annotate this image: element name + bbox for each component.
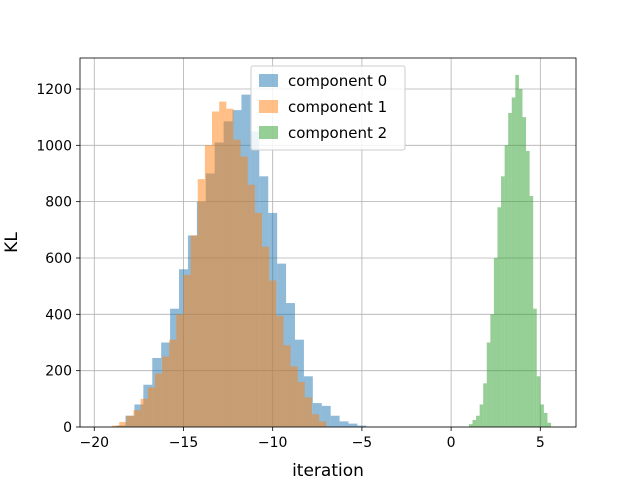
bar: [226, 108, 234, 427]
bar: [254, 212, 262, 427]
series-2: [468, 74, 552, 428]
bar: [154, 373, 163, 427]
bar: [212, 111, 220, 428]
bar: [547, 422, 552, 427]
x-tick-label: 0: [447, 435, 456, 451]
series-1: [112, 101, 327, 428]
bar: [476, 415, 480, 427]
y-tick-label: 1000: [36, 138, 72, 154]
bar: [319, 421, 327, 427]
legend-swatch: [259, 100, 278, 113]
bar: [518, 88, 523, 427]
plot-frame: [79, 57, 577, 428]
bar: [339, 421, 349, 427]
bar: [140, 398, 148, 427]
y-tick-label: 200: [45, 364, 72, 380]
bar: [147, 387, 155, 427]
bar: [119, 421, 127, 427]
legend-entry: component 2: [288, 124, 387, 142]
x-axis-label: iteration: [292, 461, 364, 480]
bar: [290, 366, 298, 427]
bar: [468, 424, 473, 427]
bar: [276, 315, 284, 427]
bar: [533, 308, 537, 427]
bar: [543, 412, 548, 427]
legend-entry: component 1: [288, 98, 387, 116]
y-tick-label: 400: [45, 307, 72, 323]
bar: [330, 415, 340, 427]
y-tick-label: 800: [45, 195, 72, 211]
bar: [522, 117, 527, 427]
x-tick-label: −10: [258, 435, 288, 451]
bar: [183, 274, 191, 427]
bar: [493, 257, 498, 427]
x-tick-label: 5: [536, 435, 545, 451]
bar: [515, 74, 519, 428]
x-tick-label: −5: [352, 435, 373, 451]
bar: [162, 356, 170, 427]
bar: [176, 314, 184, 427]
x-axis-ticks: −20 −15 −10 −5 0 5: [79, 427, 545, 451]
bar: [540, 404, 544, 427]
bar: [529, 196, 534, 427]
bar: [311, 414, 320, 427]
bar: [348, 423, 358, 427]
legend: component 0 component 1 component 2: [250, 65, 406, 151]
legend-swatch: [259, 126, 278, 139]
bar: [497, 207, 502, 427]
bar: [261, 246, 270, 427]
bar: [247, 184, 255, 427]
bar: [133, 410, 141, 427]
y-tick-label: 0: [63, 420, 72, 436]
bar: [321, 405, 331, 427]
bar: [297, 381, 305, 427]
bar: [269, 280, 277, 427]
bar: [283, 345, 291, 427]
bar: [233, 139, 241, 428]
bar: [526, 150, 530, 427]
y-axis-label: KL: [2, 232, 22, 253]
y-tick-label: 600: [45, 251, 72, 267]
histogram-bars: [112, 74, 552, 428]
bar: [511, 97, 516, 427]
bar: [304, 397, 312, 427]
bar: [508, 112, 512, 427]
bar: [504, 145, 509, 427]
bar: [190, 235, 198, 427]
y-axis-ticks: 0 200 400 600 800 1000 1200: [36, 82, 80, 436]
bar: [501, 176, 505, 427]
bar: [472, 419, 477, 427]
bar: [112, 425, 120, 427]
bar: [204, 145, 213, 427]
x-tick-label: −20: [79, 435, 109, 451]
y-tick-label: 1200: [36, 82, 72, 98]
bar: [479, 404, 484, 427]
bar: [486, 342, 491, 427]
bar: [126, 415, 134, 427]
legend-entry: component 0: [288, 72, 387, 90]
bar: [219, 101, 227, 427]
legend-swatch: [259, 74, 278, 87]
bar: [483, 383, 487, 427]
bar: [536, 376, 541, 427]
legend-box: [250, 65, 406, 151]
x-tick-label: −15: [169, 435, 199, 451]
bar: [490, 314, 494, 427]
bar: [357, 425, 367, 427]
bar: [169, 339, 177, 427]
bar: [240, 156, 248, 428]
bar: [197, 179, 205, 427]
